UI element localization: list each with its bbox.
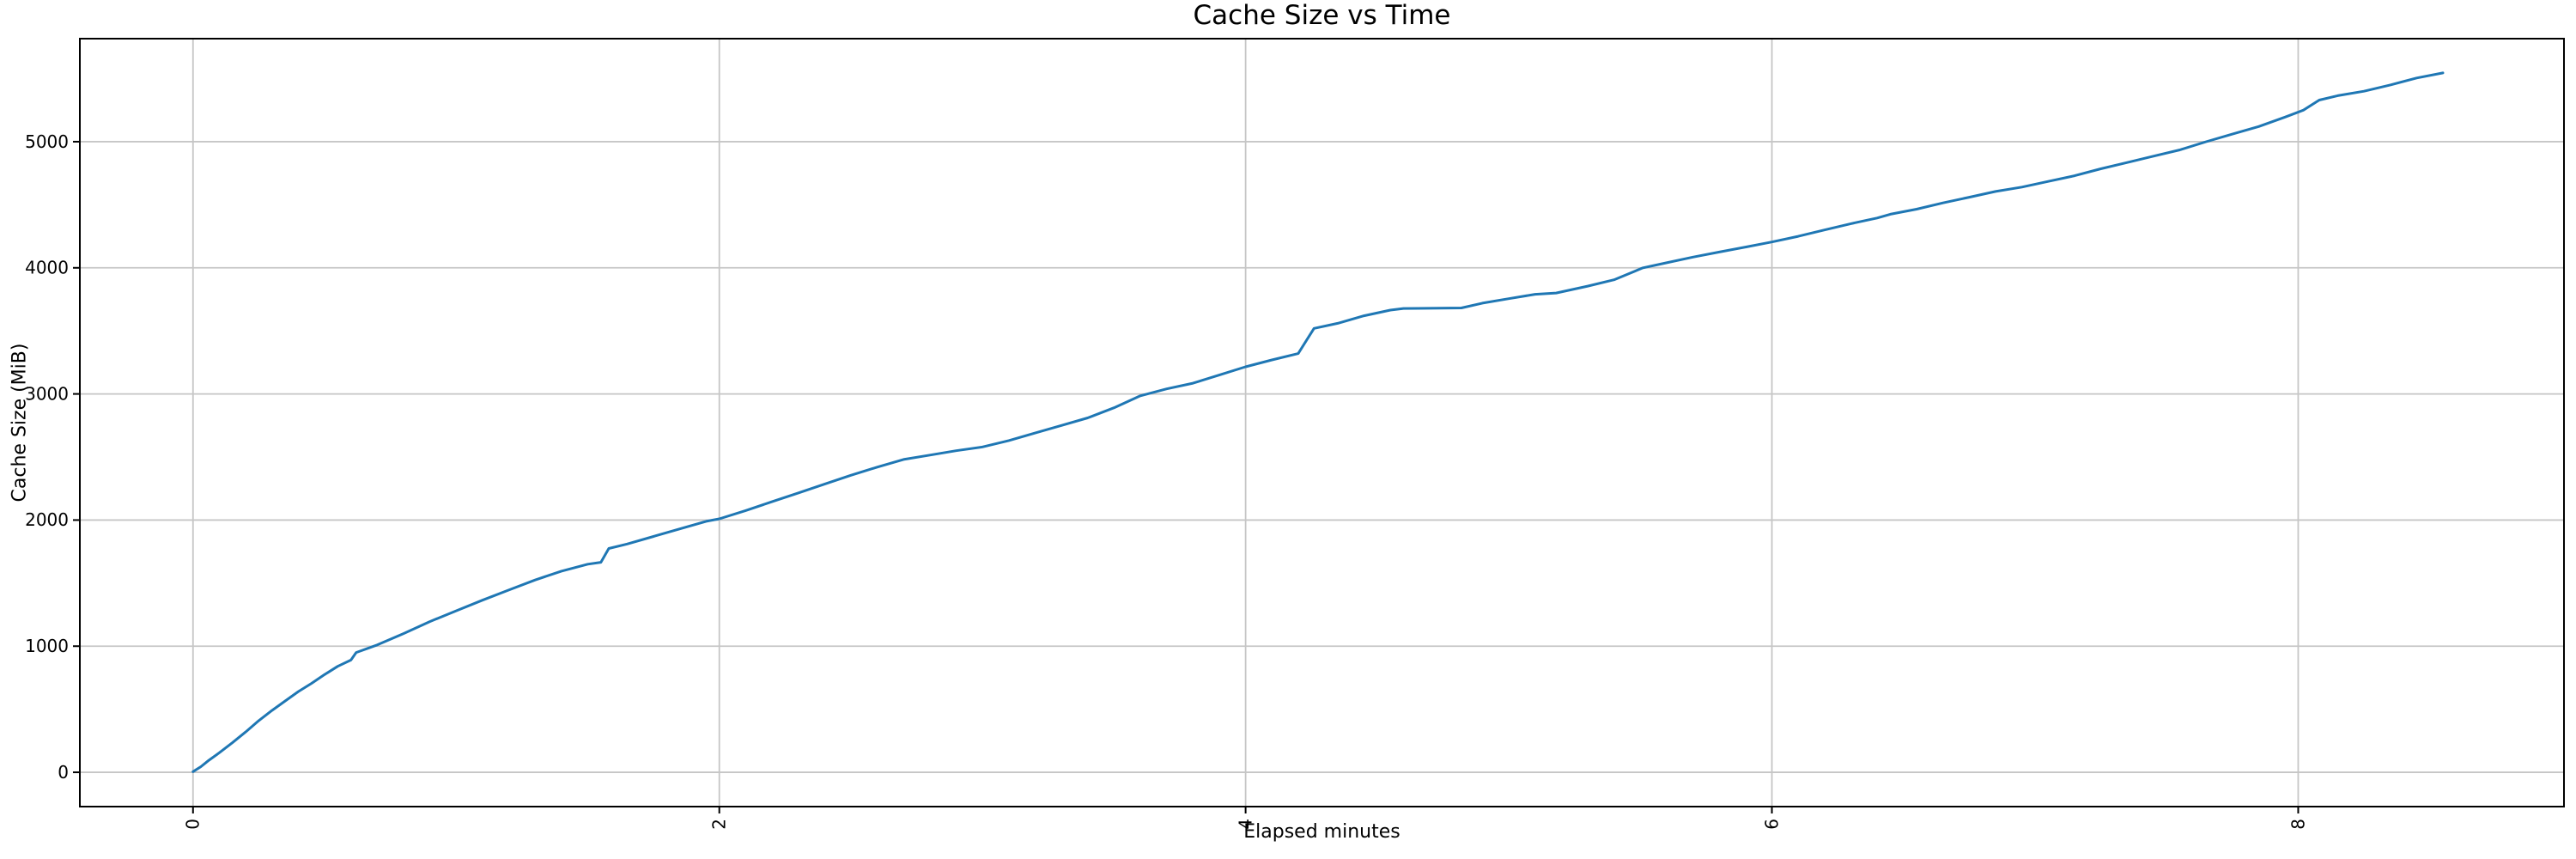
y-tick-label: 3000 [25, 383, 69, 404]
y-tick-label: 4000 [25, 258, 69, 278]
x-tick-label: 0 [183, 819, 204, 830]
x-tick-label: 8 [2287, 819, 2308, 830]
y-tick-label: 5000 [25, 131, 69, 152]
gridlines [80, 39, 2564, 807]
y-tick-label: 2000 [25, 509, 69, 530]
y-tick-label: 1000 [25, 636, 69, 656]
data-series [191, 71, 2445, 773]
x-tick-label: 6 [1761, 819, 1782, 830]
x-tick-label: 4 [1235, 819, 1255, 830]
axes: 0 2 4 6 8 0 1000 2000 3000 4000 5000 [25, 38, 2565, 830]
y-tick-label: 0 [58, 762, 69, 783]
x-tick-label: 2 [709, 819, 730, 830]
cache-size-line [191, 71, 2445, 773]
chart-title: Cache Size vs Time [1193, 0, 1451, 31]
x-axis-label: Elapsed minutes [1243, 821, 1400, 843]
plot-border [79, 38, 2565, 807]
